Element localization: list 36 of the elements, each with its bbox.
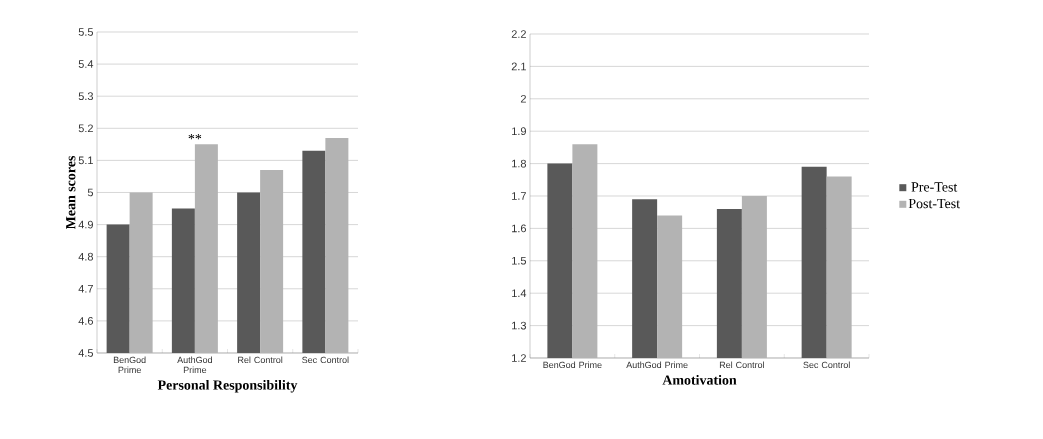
y-tick-label: 5.2 [78, 124, 93, 133]
y-tick-label: 1.2 [512, 354, 526, 362]
y-tick-label: 4.5 [78, 349, 94, 357]
y-tick-label: 2 [520, 94, 526, 103]
y-tick-label: 5.4 [78, 60, 94, 68]
y-tick-label: 5.3 [78, 92, 93, 101]
x-axis-title: Amotivation [662, 374, 737, 385]
y-tick-label: 2.1 [511, 62, 526, 71]
y-tick-label: 4.6 [78, 317, 93, 325]
x-tick-label: Sec Control [803, 361, 850, 369]
y-tick-label: 1.6 [512, 224, 526, 233]
x-tick-label: AuthGod Prime [177, 356, 212, 374]
y-tick-label: 4.7 [78, 285, 93, 293]
legend-label: Pre-Test [911, 182, 958, 192]
x-tick-label: BenGod Prime [543, 361, 602, 369]
y-tick-label: 4.9 [78, 220, 93, 229]
annotation: ** [188, 134, 202, 140]
x-tick-label: Rel Control [238, 356, 283, 364]
y-tick-label: 2.2 [511, 30, 526, 38]
legend-label: Post-Test [908, 198, 960, 209]
y-tick-label: 4.8 [78, 252, 93, 261]
x-tick-label: Sec Control [302, 356, 349, 364]
x-tick-label: AuthGod Prime [626, 361, 688, 369]
y-tick-label: 5.1 [78, 156, 93, 165]
y-tick-label: 1.4 [512, 289, 527, 297]
y-axis-title: Mean scores [66, 155, 76, 230]
x-tick-label: BenGod Prime [113, 356, 146, 374]
y-tick-label: 5 [87, 188, 94, 197]
y-tick-label: 5.5 [78, 28, 94, 36]
y-tick-label: 1.3 [512, 321, 526, 330]
y-tick-label: 1.5 [512, 256, 527, 265]
y-tick-label: 1.8 [512, 159, 526, 168]
x-tick-label: Rel Control [719, 361, 764, 369]
x-axis-title: Personal Responsibility [157, 379, 298, 393]
y-tick-label: 1.9 [512, 127, 526, 136]
y-tick-label: 1.7 [512, 192, 526, 200]
